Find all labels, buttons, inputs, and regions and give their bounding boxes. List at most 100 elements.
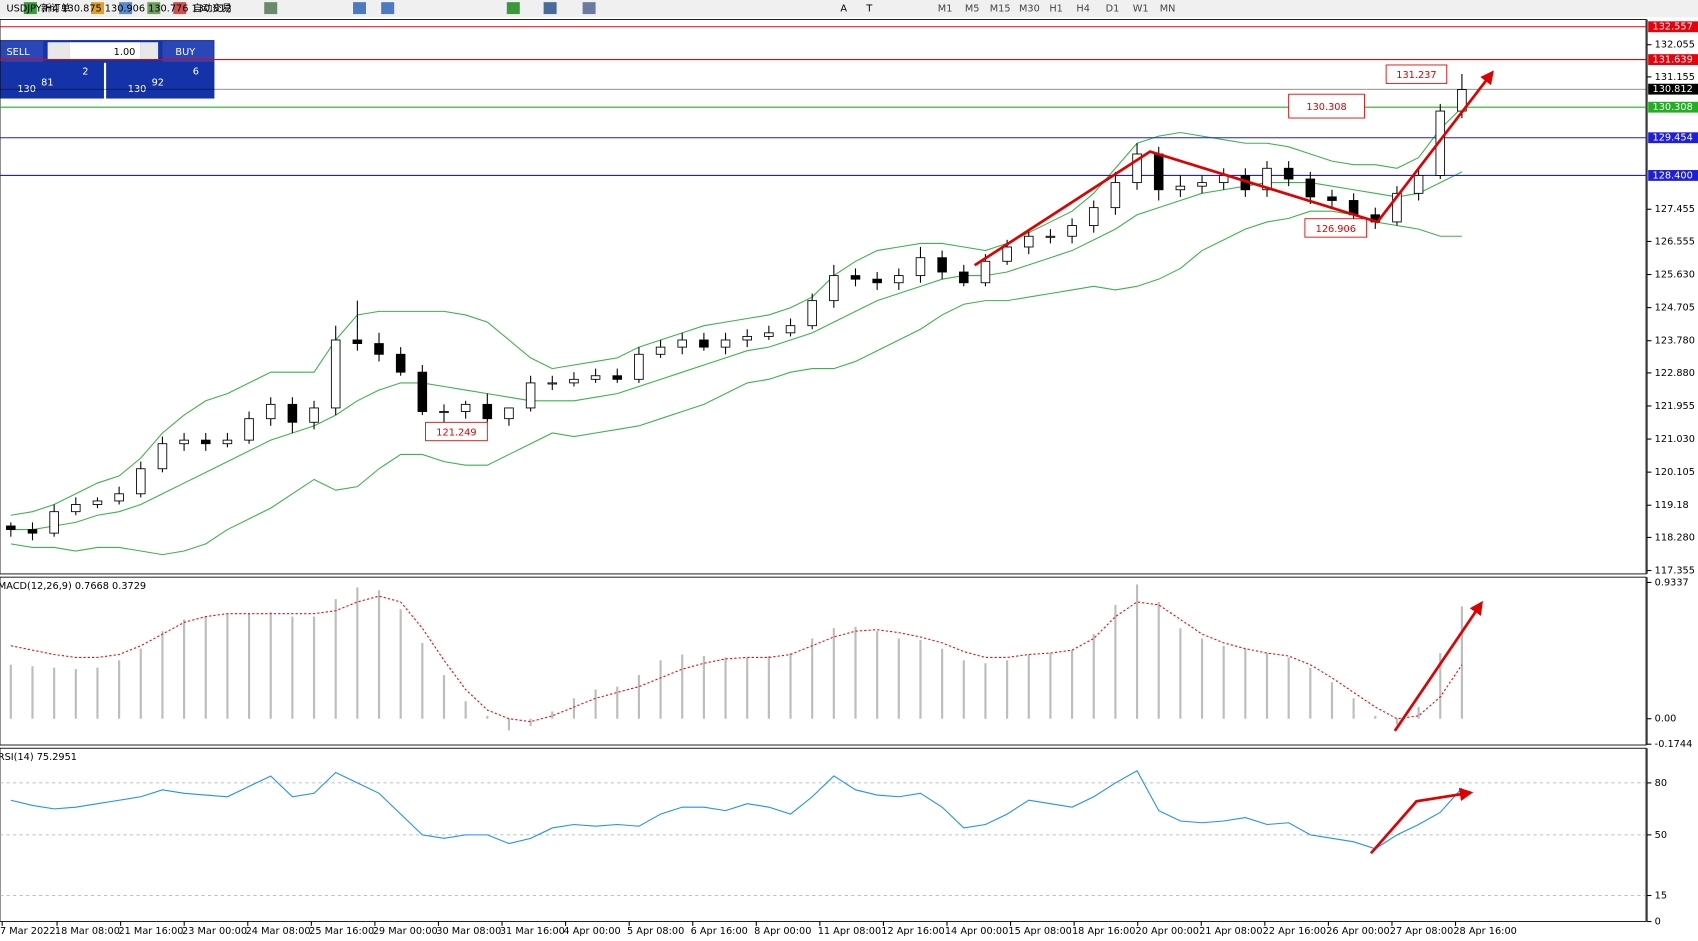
rsi-line bbox=[10, 770, 1463, 850]
timeframe[interactable]: H1 bbox=[1049, 4, 1063, 15]
candle-body bbox=[1088, 207, 1099, 226]
panel-title: MACD(12,26,9) 0.7668 0.3729 bbox=[0, 581, 146, 592]
rsi-arrow bbox=[1369, 787, 1474, 855]
lot-value[interactable]: 1.00 bbox=[114, 47, 136, 58]
candle-body bbox=[720, 339, 731, 348]
candle-body bbox=[850, 275, 861, 280]
macd-bar bbox=[1200, 638, 1204, 719]
icon[interactable] bbox=[543, 2, 557, 15]
level-tag bbox=[1648, 83, 1698, 95]
x-tick-label: 12 Apr 16:00 bbox=[881, 926, 944, 937]
timeframe[interactable]: H4 bbox=[1076, 4, 1090, 15]
timeframe[interactable]: MN bbox=[1160, 4, 1176, 15]
x-tick-label: 14 Apr 00:00 bbox=[945, 926, 1008, 937]
x-tick-label: 4 Apr 00:00 bbox=[563, 926, 620, 937]
y-tick-label: 122.880 bbox=[1655, 368, 1695, 379]
panel-frame bbox=[0, 576, 1647, 746]
candle-body bbox=[547, 382, 558, 385]
annotation-box bbox=[1288, 93, 1365, 119]
macd-bar bbox=[941, 648, 944, 719]
macd-bar bbox=[1222, 645, 1225, 719]
macd-bar bbox=[1395, 718, 1399, 725]
buy-label[interactable]: BUY bbox=[175, 47, 195, 58]
timeframe[interactable]: M15 bbox=[990, 4, 1011, 15]
lot-field[interactable] bbox=[69, 42, 141, 60]
tool-label: T bbox=[865, 4, 872, 15]
annotation-box bbox=[425, 421, 488, 442]
x-tick-label: 21 Mar 16:00 bbox=[118, 926, 183, 937]
x-tick-label: 26 Apr 00:00 bbox=[1326, 926, 1389, 937]
macd-arrow bbox=[1393, 600, 1483, 732]
icon[interactable] bbox=[582, 2, 596, 15]
annotation: 131.237 bbox=[1396, 70, 1436, 81]
annotation: 121.249 bbox=[436, 428, 476, 439]
toolbar-label[interactable]: 新订单 bbox=[41, 2, 70, 15]
macd-bar bbox=[854, 626, 857, 719]
icon[interactable] bbox=[90, 2, 104, 15]
macd-bar bbox=[96, 667, 99, 719]
macd-bar bbox=[1049, 653, 1052, 719]
icon[interactable] bbox=[381, 2, 395, 15]
macd-bar bbox=[118, 660, 121, 719]
timeframe[interactable]: M1 bbox=[938, 4, 953, 15]
annotation-box bbox=[1304, 218, 1368, 238]
level-tag bbox=[1648, 170, 1698, 181]
candle-body bbox=[959, 271, 969, 284]
y-tick-label: 124.705 bbox=[1655, 303, 1695, 314]
candle-body bbox=[1413, 175, 1424, 194]
candle-body bbox=[1110, 182, 1121, 209]
timeframe[interactable]: M30 bbox=[1019, 4, 1040, 15]
macd-bar bbox=[226, 613, 229, 719]
x-tick-label: 27 Apr 08:00 bbox=[1390, 926, 1453, 937]
sell-button[interactable] bbox=[0, 41, 44, 62]
candle-body bbox=[6, 525, 16, 530]
level-tag bbox=[1648, 101, 1698, 113]
macd-bar bbox=[897, 638, 900, 719]
macd-bar bbox=[1460, 606, 1464, 719]
x-tick-label: 25 Mar 16:00 bbox=[309, 926, 374, 937]
macd-bar bbox=[681, 654, 684, 719]
icon[interactable] bbox=[23, 2, 37, 15]
timeframe[interactable]: D1 bbox=[1106, 4, 1120, 15]
icon[interactable] bbox=[264, 2, 278, 15]
icon[interactable] bbox=[173, 2, 187, 15]
candle-body bbox=[504, 407, 514, 420]
candle-body bbox=[915, 257, 926, 277]
y-tick-label: 119.18 bbox=[1655, 500, 1689, 511]
buy-button[interactable] bbox=[162, 41, 214, 62]
candle-body bbox=[1305, 178, 1316, 198]
candle-body bbox=[677, 339, 687, 348]
icon[interactable] bbox=[119, 2, 133, 15]
macd-bar bbox=[1135, 584, 1139, 719]
macd-bar bbox=[247, 613, 251, 719]
macd-bar bbox=[984, 663, 987, 719]
x-tick-label: 24 Mar 08:00 bbox=[246, 926, 311, 937]
icon[interactable] bbox=[353, 2, 367, 15]
macd-bar bbox=[724, 657, 727, 719]
annotation: 130.308 bbox=[1306, 102, 1346, 113]
sell-price-main: 81 bbox=[41, 77, 53, 88]
lot-down[interactable] bbox=[47, 42, 70, 60]
y-tick-label: 118.280 bbox=[1655, 532, 1695, 543]
candle-body bbox=[374, 343, 384, 355]
icon[interactable] bbox=[147, 2, 161, 15]
candle-body bbox=[1262, 167, 1272, 191]
macd-bar bbox=[746, 657, 749, 719]
candle-body bbox=[742, 335, 752, 341]
candle-body bbox=[482, 403, 493, 420]
macd-bar bbox=[31, 666, 34, 719]
sell-label[interactable]: SELL bbox=[6, 47, 30, 58]
macd-bar bbox=[507, 718, 511, 731]
x-tick-label: 23 Mar 00:00 bbox=[182, 926, 247, 937]
buy-price-small: 6 bbox=[193, 66, 199, 77]
candle-body bbox=[807, 300, 817, 327]
icon[interactable] bbox=[506, 2, 520, 15]
x-tick-label: 8 Apr 00:00 bbox=[754, 926, 811, 937]
timeframe[interactable]: M5 bbox=[965, 4, 980, 15]
macd-bar bbox=[1417, 707, 1420, 719]
timeframe[interactable]: W1 bbox=[1133, 4, 1149, 15]
lot-up[interactable] bbox=[140, 42, 159, 60]
toolbar-label[interactable]: 自动交易 bbox=[193, 2, 232, 15]
macd-bar bbox=[312, 616, 316, 719]
